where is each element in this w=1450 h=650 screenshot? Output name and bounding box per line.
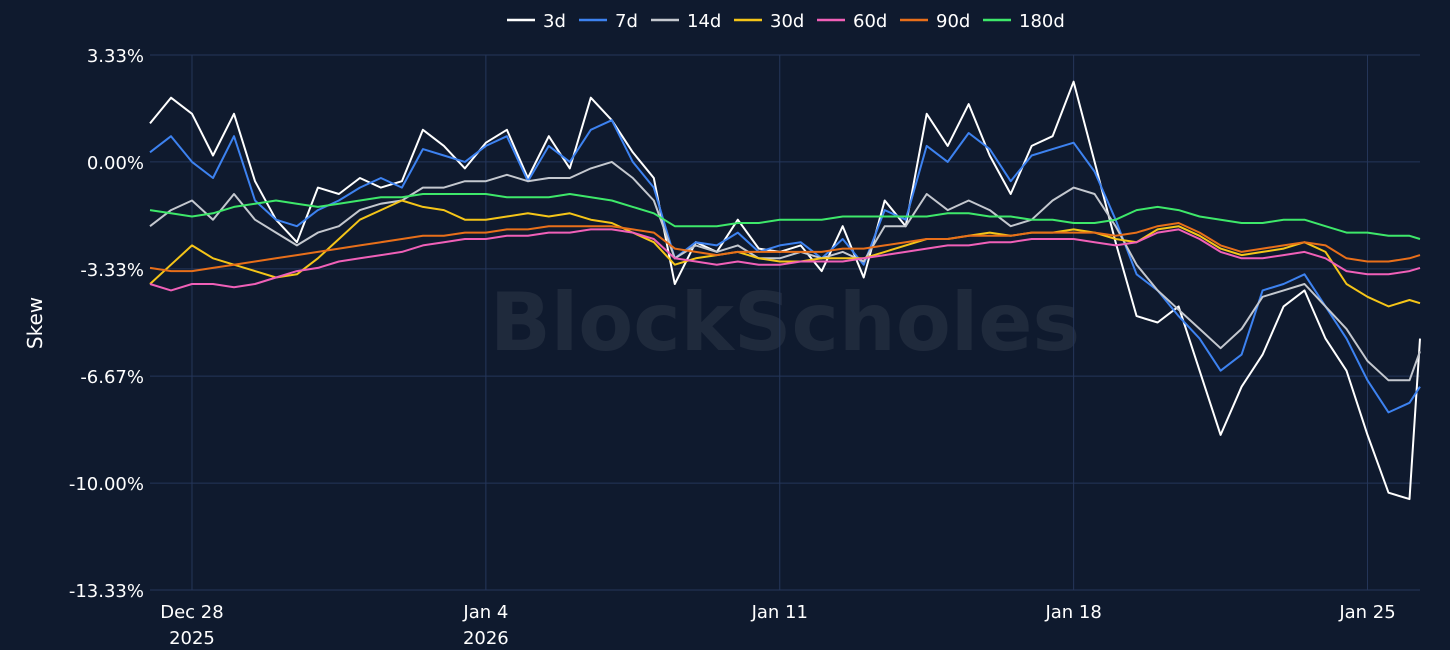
series-line-30d	[149, 199, 1421, 308]
series-line-7d	[149, 119, 1421, 414]
y-tick-label: 0.00%	[87, 153, 144, 174]
series-lines	[149, 80, 1421, 501]
watermark: BlockScholes	[490, 276, 1080, 369]
y-tick-label: -13.33%	[69, 581, 144, 602]
x-tick-label: Dec 28	[160, 602, 223, 623]
y-axis-title: Skew	[23, 297, 47, 349]
x-tick-label: Jan 18	[1044, 602, 1101, 623]
legend-label-30d: 30d	[770, 11, 804, 32]
legend-label-3d: 3d	[543, 11, 566, 32]
legend-label-60d: 60d	[853, 11, 887, 32]
x-tick-label: Jan 4	[462, 602, 508, 623]
legend-label-180d: 180d	[1019, 11, 1065, 32]
series-line-60d	[149, 228, 1421, 292]
y-tick-label: -10.00%	[69, 474, 144, 495]
series-line-90d	[149, 222, 1421, 273]
legend-label-14d: 14d	[687, 11, 721, 32]
x-tick-sublabel: 2026	[463, 628, 509, 649]
y-tick-label: -3.33%	[80, 260, 144, 281]
x-tick-label: Jan 11	[751, 602, 808, 623]
x-tick-label: Jan 25	[1338, 602, 1395, 623]
x-axis-ticks: Dec 28 2025 Jan 4 2026 Jan 11 Jan 18 Jan 25	[160, 602, 1395, 649]
legend-label-90d: 90d	[936, 11, 970, 32]
y-tick-label: -6.67%	[80, 367, 144, 388]
series-line-3d	[149, 80, 1421, 501]
y-tick-label: 3.33%	[87, 46, 144, 67]
legend-label-7d: 7d	[615, 11, 638, 32]
series-line-14d	[149, 160, 1421, 382]
y-axis-ticks: 3.33% 0.00% -3.33% -6.67% -10.00% -13.33%	[69, 46, 144, 602]
legend: 3d 7d 14d 30d 60d 90d 180d	[507, 11, 1065, 32]
x-tick-sublabel: 2025	[169, 628, 215, 649]
series-line-180d	[149, 193, 1421, 240]
